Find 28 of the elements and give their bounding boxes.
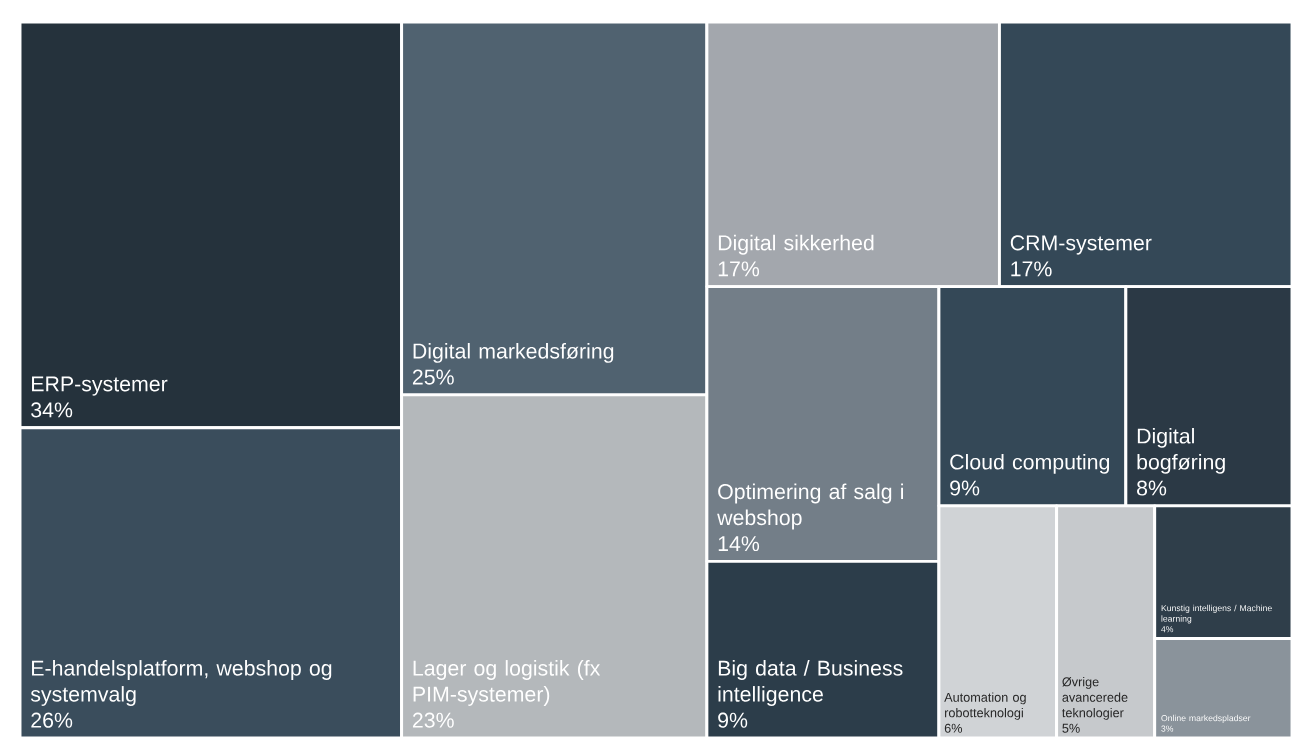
data-label: 25% — [412, 369, 454, 385]
category-label: ERP-systemer — [32, 376, 168, 396]
category-label: CRM-systemer — [1010, 235, 1152, 255]
category-label: Lager og logistik (fx PIM-systemer) — [413, 660, 601, 706]
category-label: Big data / Business intelligence — [718, 660, 903, 706]
category-label: Kunstig intelligens / Machine learning — [1161, 604, 1272, 624]
category-label: Digital bogføring — [1137, 427, 1225, 474]
data-label: 23% — [412, 712, 454, 728]
category-label: Cloud computing — [950, 453, 1110, 474]
data-label: 17% — [718, 261, 760, 277]
category-label: Online markedspladser — [1161, 714, 1251, 723]
data-label: 34% — [31, 402, 73, 418]
data-label: 3% — [1161, 725, 1174, 732]
data-label: 8% — [1137, 480, 1167, 496]
category-label: Øvrige avancerede teknologier — [1062, 677, 1128, 720]
category-label: E-handelsplatform, webshop og systemvalg — [30, 660, 332, 706]
data-label: 9% — [950, 480, 980, 496]
category-label: Digital markedsføring — [413, 342, 614, 363]
category-label: Digital sikkerhed — [718, 234, 874, 255]
data-label: 14% — [718, 536, 760, 552]
data-label: 9% — [718, 712, 748, 728]
category-label: Automation og robotteknologi — [944, 692, 1026, 720]
data-label: 6% — [944, 723, 963, 733]
category-label: Optimering af salg i webshop — [717, 483, 903, 530]
data-label: 26% — [31, 712, 73, 728]
data-label: 17% — [1011, 261, 1052, 277]
data-label: 4% — [1161, 626, 1174, 633]
data-label: 5% — [1062, 723, 1080, 733]
